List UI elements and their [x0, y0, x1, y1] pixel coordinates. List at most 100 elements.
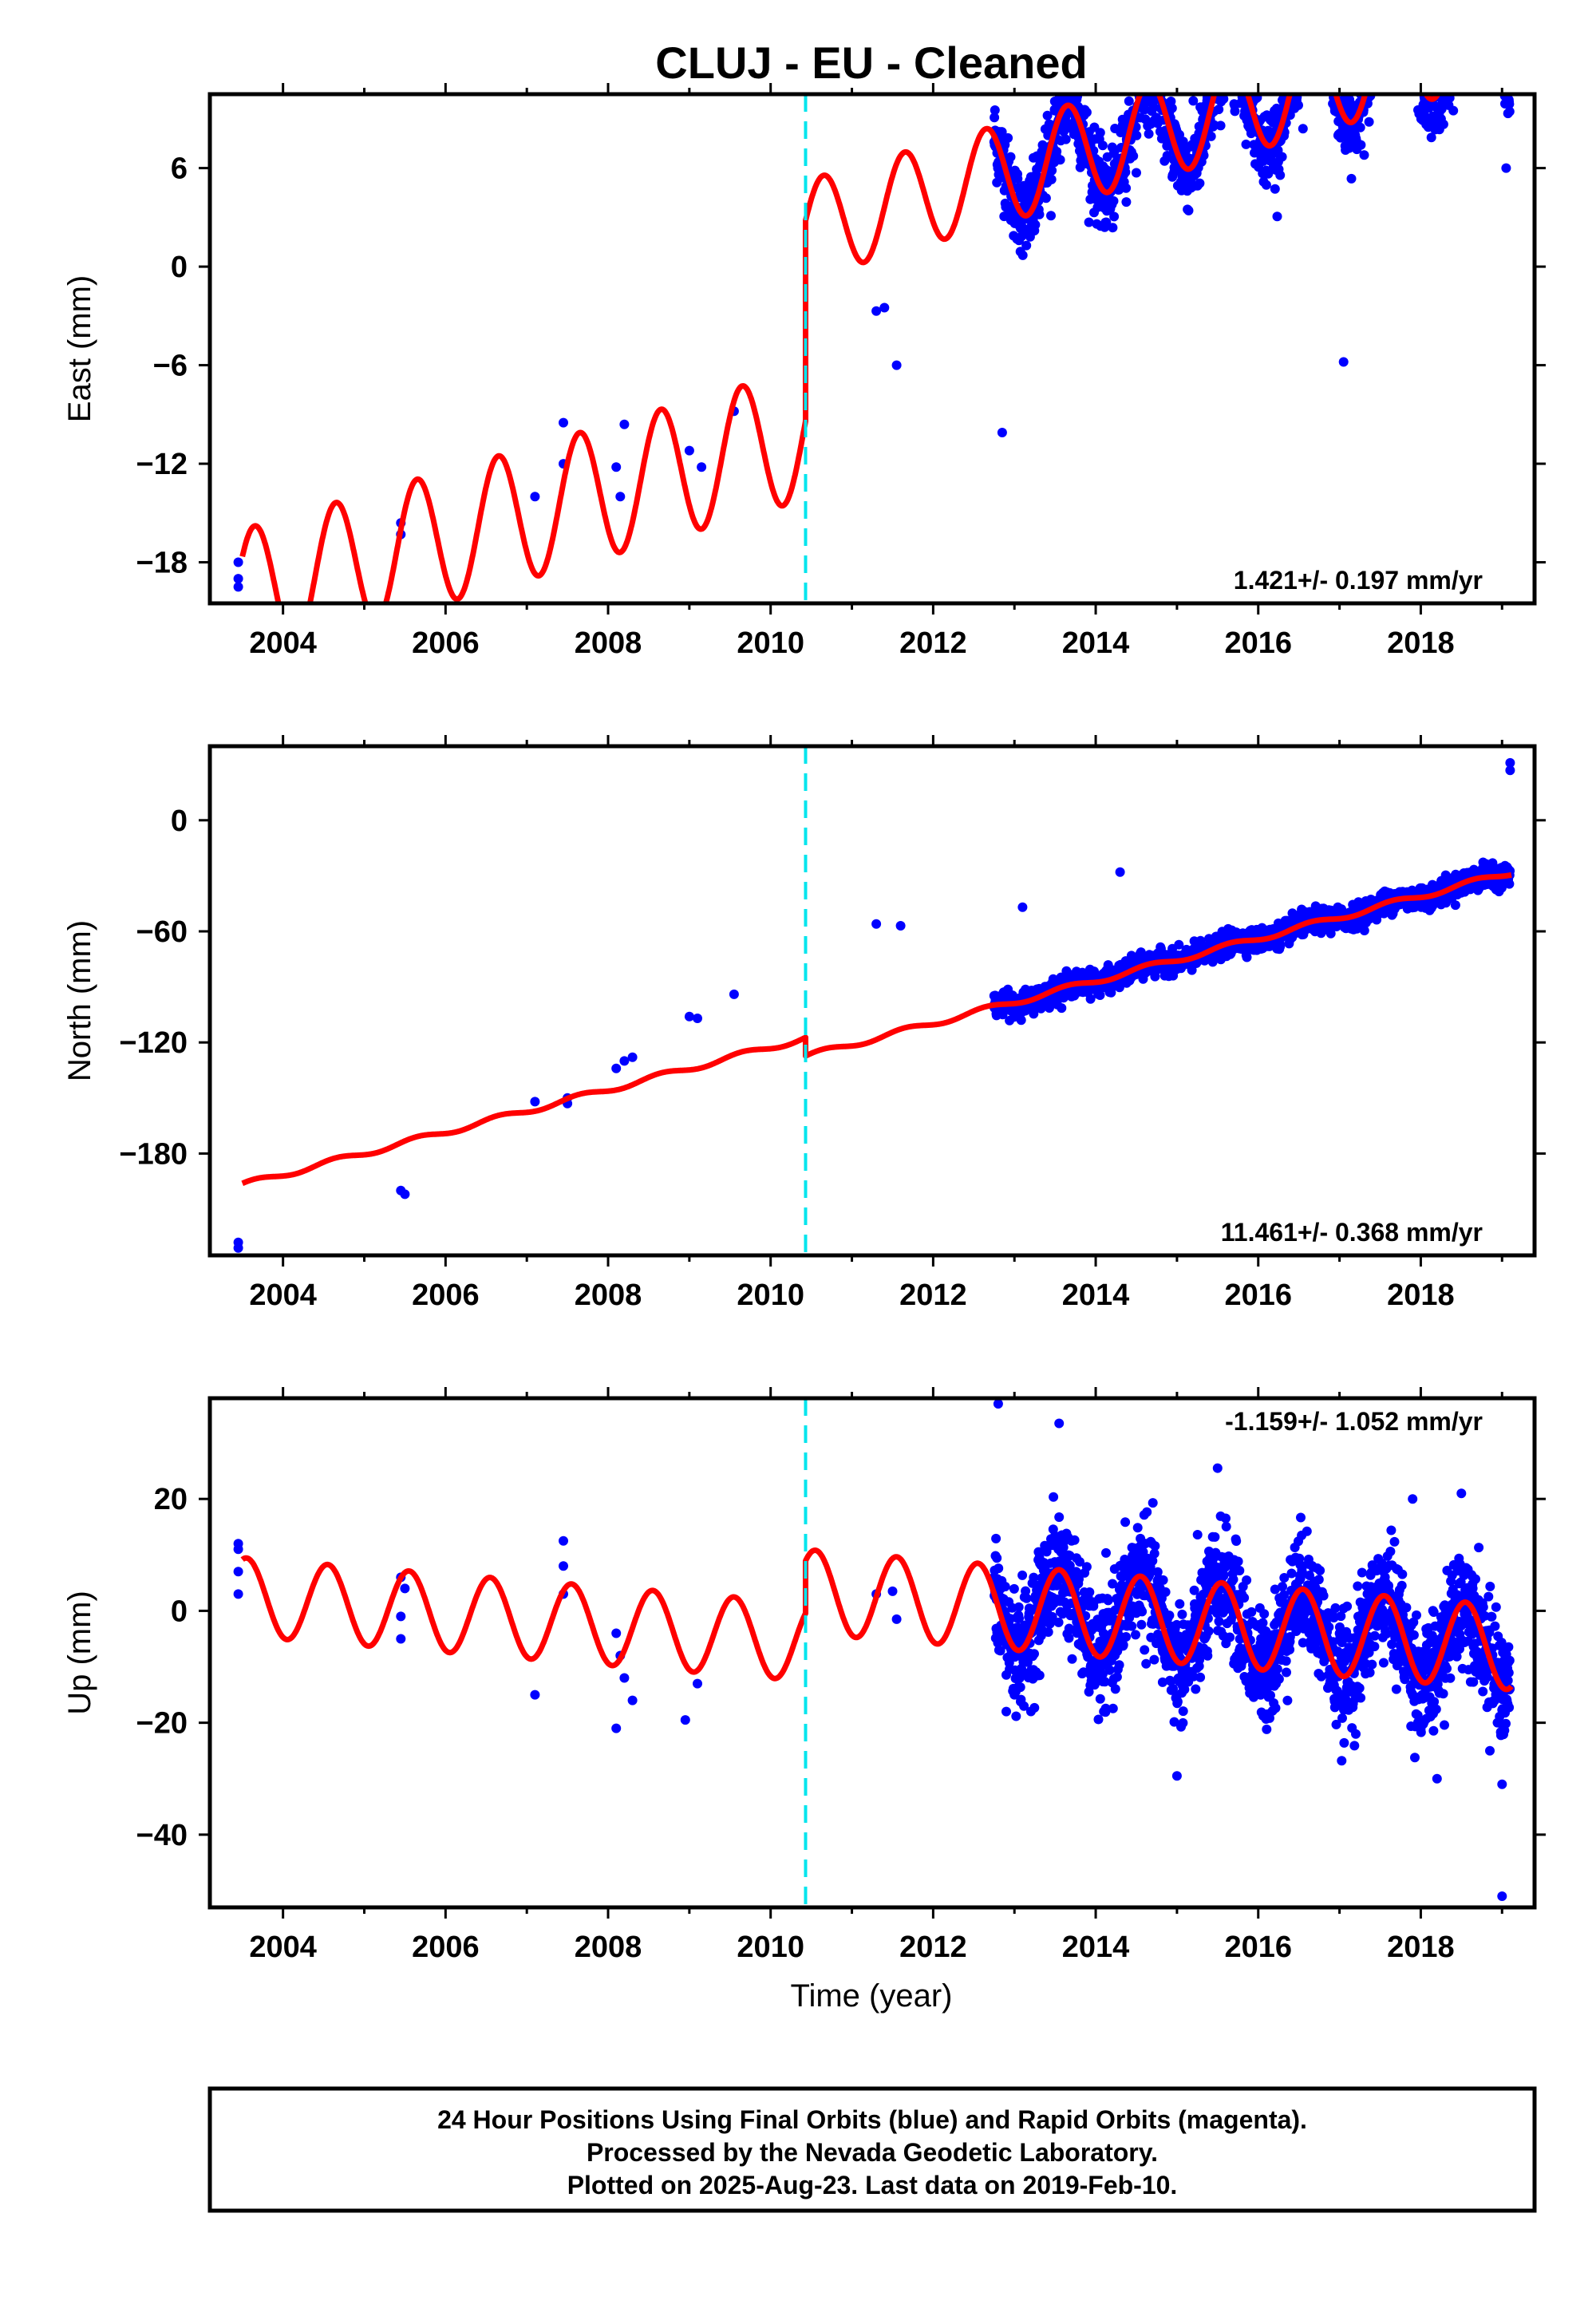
- east-x-tick-label: 2016: [1224, 626, 1292, 660]
- up-data-point: [1416, 1727, 1426, 1737]
- up-data-point: [1141, 1658, 1152, 1669]
- up-data-point: [1191, 1684, 1201, 1694]
- up-data-point: [611, 1723, 622, 1733]
- east-data-point: [1052, 146, 1062, 156]
- north-data-point: [1504, 879, 1515, 889]
- up-data-point: [1034, 1670, 1045, 1681]
- east-data-point: [615, 492, 626, 502]
- east-data-point: [1238, 97, 1249, 108]
- figure-title: CLUJ - EU - Cleaned: [655, 38, 1087, 88]
- east-data-point: [1095, 128, 1105, 138]
- up-data-point: [1203, 1626, 1214, 1636]
- up-data-point: [396, 1634, 406, 1644]
- east-data-point: [1081, 107, 1092, 117]
- east-data-point: [1215, 121, 1226, 131]
- east-data-point: [1346, 173, 1357, 184]
- north-plot-area: [233, 746, 1515, 1255]
- north-rate-label: 11.461+/- 0.368 mm/yr: [1221, 1218, 1483, 1247]
- east-x-tick-label: 2010: [737, 626, 804, 660]
- up-data-point: [1127, 1621, 1137, 1631]
- up-data-point: [1324, 1622, 1334, 1632]
- up-data-point: [619, 1673, 630, 1683]
- up-data-point: [887, 1586, 898, 1596]
- up-data-point: [1438, 1689, 1448, 1699]
- up-data-point: [1203, 1650, 1213, 1661]
- east-data-point: [990, 105, 1000, 115]
- up-data-point: [1281, 1656, 1291, 1666]
- north-x-tick-label: 2006: [412, 1279, 480, 1312]
- east-data-point: [1261, 180, 1271, 190]
- east-data-point: [1438, 119, 1448, 129]
- up-data-point: [1081, 1562, 1092, 1572]
- north-y-tick-label: −60: [136, 915, 188, 949]
- up-data-point: [1378, 1658, 1389, 1668]
- east-data-point: [684, 445, 694, 456]
- up-data-point: [1282, 1667, 1291, 1678]
- up-data-point: [1258, 1618, 1268, 1628]
- east-data-point: [1364, 117, 1374, 127]
- up-data-point: [1149, 1654, 1159, 1665]
- north-data-point: [1115, 867, 1125, 877]
- north-data-point: [871, 919, 882, 929]
- east-data-point: [1277, 152, 1287, 162]
- north-data-point: [233, 1243, 243, 1253]
- east-data-point: [1055, 155, 1065, 165]
- east-data-point: [1046, 174, 1057, 184]
- north-data-point: [611, 1063, 622, 1073]
- north-x-tick-label: 2018: [1387, 1279, 1455, 1312]
- up-data-point: [627, 1695, 638, 1705]
- east-y-axis-label: East (mm): [62, 275, 97, 422]
- east-data-point: [1356, 140, 1366, 150]
- north-data-point: [1017, 902, 1028, 912]
- up-data-point: [1178, 1717, 1188, 1728]
- up-data-point: [1485, 1581, 1495, 1591]
- up-data-point: [1231, 1536, 1242, 1546]
- east-y-tick-label: 0: [171, 251, 188, 284]
- up-data-point: [1235, 1566, 1245, 1575]
- up-data-point: [1397, 1569, 1408, 1579]
- east-x-tick-label: 2018: [1387, 626, 1455, 660]
- up-data-point: [1400, 1674, 1410, 1685]
- north-x-tick-label: 2004: [249, 1279, 317, 1312]
- east-model-curve: [239, 94, 1441, 603]
- up-data-point: [1353, 1581, 1363, 1591]
- up-data-point: [1108, 1703, 1118, 1713]
- east-data-point: [1252, 94, 1262, 103]
- north-data-point: [729, 989, 739, 999]
- east-data-point: [1270, 184, 1280, 194]
- east-data-point: [233, 557, 243, 567]
- east-data-point: [1013, 174, 1023, 184]
- up-data-point: [1011, 1711, 1021, 1721]
- east-y-tick-label: 6: [171, 152, 188, 186]
- up-data-point: [1093, 1714, 1104, 1725]
- up-data-point: [1365, 1667, 1375, 1678]
- up-data-point: [1369, 1630, 1380, 1641]
- east-data-point: [1272, 211, 1282, 222]
- up-data-point: [1239, 1593, 1250, 1603]
- up-data-point: [1471, 1574, 1480, 1584]
- up-data-point: [1482, 1672, 1492, 1682]
- east-y-tick-label: −6: [153, 350, 188, 383]
- up-data-point: [1356, 1693, 1366, 1703]
- up-data-point: [1160, 1587, 1171, 1597]
- east-data-point: [1132, 168, 1141, 178]
- up-data-point: [233, 1567, 243, 1577]
- up-data-point: [1017, 1570, 1028, 1580]
- up-data-point: [1029, 1572, 1039, 1583]
- up-data-point: [991, 1533, 1001, 1543]
- east-data-point: [233, 574, 243, 584]
- east-y-tick-label: −12: [136, 448, 188, 481]
- east-x-tick-label: 2006: [412, 626, 480, 660]
- up-data-point: [1132, 1523, 1143, 1533]
- east-data-point: [1121, 197, 1132, 207]
- up-data-point: [1369, 1642, 1380, 1652]
- up-data-point: [1339, 1737, 1349, 1748]
- up-data-point: [680, 1715, 690, 1725]
- up-data-point: [1103, 1595, 1113, 1606]
- east-data-point: [1084, 217, 1094, 227]
- east-data-point: [1003, 132, 1013, 143]
- up-data-point: [1342, 1601, 1353, 1611]
- north-data-point: [1359, 926, 1369, 935]
- up-data-point: [994, 1563, 1004, 1574]
